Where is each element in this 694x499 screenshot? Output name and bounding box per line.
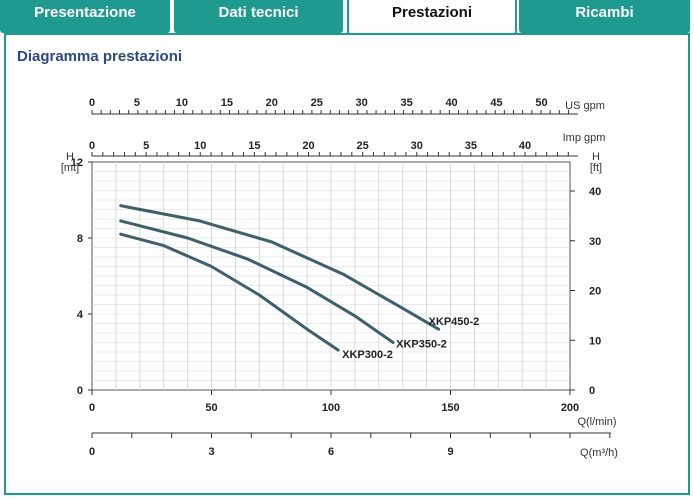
imp-gpm-tick-label: 0 [89, 140, 95, 152]
us-gpm-label: US gpm [565, 100, 605, 112]
us-gpm-tick-label: 20 [266, 97, 278, 109]
x-tick-label: 0 [89, 402, 95, 414]
imp-gpm-tick-label: 5 [143, 140, 149, 152]
series-label-xkp300-2: XKP300-2 [342, 349, 393, 361]
y-left-unit: [mt] [61, 162, 79, 174]
x-label: Q(l/min) [577, 416, 616, 428]
us-gpm-tick-label: 35 [400, 97, 412, 109]
tab-presentazione[interactable]: Presentazione [0, 0, 170, 33]
x-tick-label: 50 [205, 402, 217, 414]
x-m3h-tick-label: 9 [447, 446, 453, 458]
y-right-tick-label: 40 [589, 186, 601, 198]
us-gpm-tick-label: 40 [445, 97, 457, 109]
series-line-xkp450-2 [119, 204, 441, 331]
y-right-tick-label: 20 [589, 286, 601, 298]
series-line-xkp300-2 [119, 232, 340, 352]
tab-dati-tecnici[interactable]: Dati tecnici [174, 0, 343, 33]
y-left-label: H [66, 151, 74, 163]
us-gpm-tick-label: 15 [221, 97, 233, 109]
x-m3h-label: Q(m³/h) [580, 447, 618, 459]
y-left-tick-label: 8 [77, 233, 83, 245]
y-right-tick-label: 0 [589, 385, 595, 397]
tab-ricambi[interactable]: Ricambi [519, 0, 690, 33]
imp-gpm-tick-label: 40 [519, 140, 531, 152]
x-m3h-tick-label: 6 [328, 446, 334, 458]
imp-gpm-label: Imp gpm [563, 132, 606, 144]
y-left-tick-label: 0 [77, 385, 83, 397]
section-title: Diagramma prestazioni [17, 48, 183, 65]
us-gpm-tick-label: 45 [490, 97, 502, 109]
us-gpm-tick-label: 0 [89, 97, 95, 109]
y-right-unit: [ft] [590, 162, 602, 174]
us-gpm-tick-label: 10 [176, 97, 188, 109]
y-right-tick-label: 30 [589, 236, 601, 248]
imp-gpm-tick-label: 10 [194, 140, 206, 152]
imp-gpm-tick-label: 35 [465, 140, 477, 152]
series-line-xkp350-2 [119, 219, 395, 344]
imp-gpm-tick-label: 25 [357, 140, 369, 152]
x-tick-label: 150 [441, 402, 459, 414]
series-label-xkp450-2: XKP450-2 [429, 316, 480, 328]
y-left-tick-label: 12 [71, 157, 83, 169]
imp-gpm-tick-label: 15 [248, 140, 260, 152]
us-gpm-tick-label: 50 [535, 97, 547, 109]
imp-gpm-tick-label: 20 [302, 140, 314, 152]
x-m3h-tick-label: 0 [89, 446, 95, 458]
tab-bar: Presentazione Dati tecnici Prestazioni R… [0, 0, 694, 36]
us-gpm-tick-label: 25 [311, 97, 323, 109]
x-tick-label: 100 [322, 402, 340, 414]
series-label-xkp350-2: XKP350-2 [396, 339, 447, 351]
us-gpm-tick-label: 30 [356, 97, 368, 109]
y-right-tick-label: 10 [589, 335, 601, 347]
tab-prestazioni[interactable]: Prestazioni [347, 0, 517, 35]
x-tick-label: 200 [561, 402, 579, 414]
x-m3h-tick-label: 3 [208, 446, 214, 458]
us-gpm-tick-label: 5 [134, 97, 140, 109]
y-right-label: H [592, 151, 600, 163]
imp-gpm-tick-label: 30 [411, 140, 423, 152]
y-left-tick-label: 4 [77, 309, 84, 321]
